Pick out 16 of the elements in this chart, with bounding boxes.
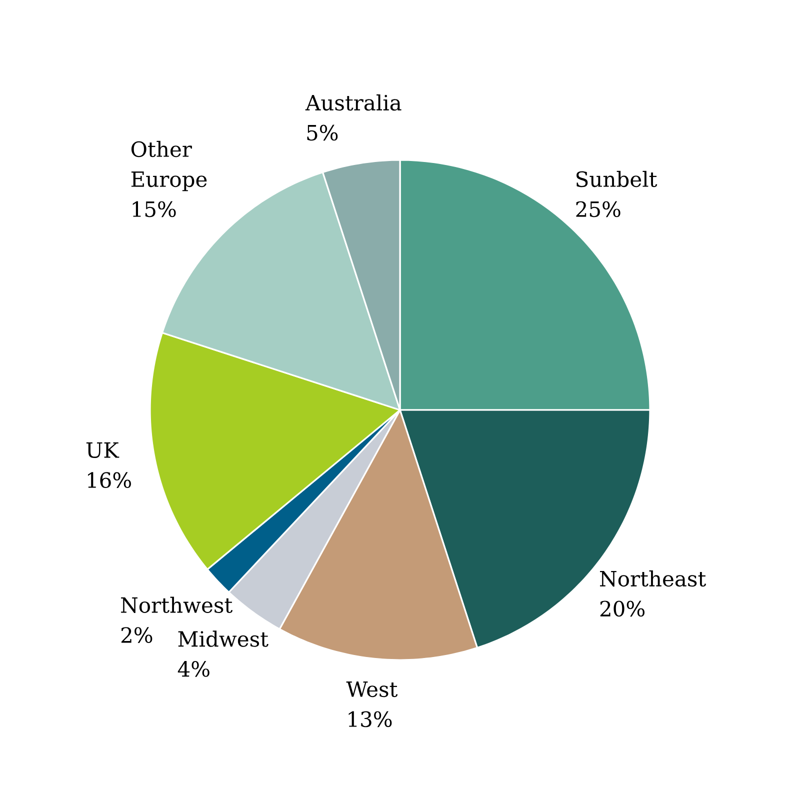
slice-label: West — [346, 681, 398, 698]
data-label: 2% — [121, 627, 152, 643]
data-label: 5% — [307, 124, 338, 141]
data-label: 16% — [88, 472, 131, 488]
data-label: 20% — [600, 600, 644, 617]
slice-label: Northeast — [600, 570, 706, 587]
slice-label: Australia — [305, 94, 402, 111]
data-label: 25% — [576, 201, 620, 218]
data-label: 15% — [132, 201, 176, 218]
data-label: 4% — [178, 661, 210, 677]
slice-label: Other Europe — [131, 140, 207, 192]
slice-label: UK — [86, 442, 120, 458]
slice-label: Sunbelt — [576, 170, 658, 188]
slice-label: Northwest — [121, 596, 233, 613]
data-label: 13% — [348, 711, 392, 728]
slice-label: Midwest — [178, 630, 268, 647]
